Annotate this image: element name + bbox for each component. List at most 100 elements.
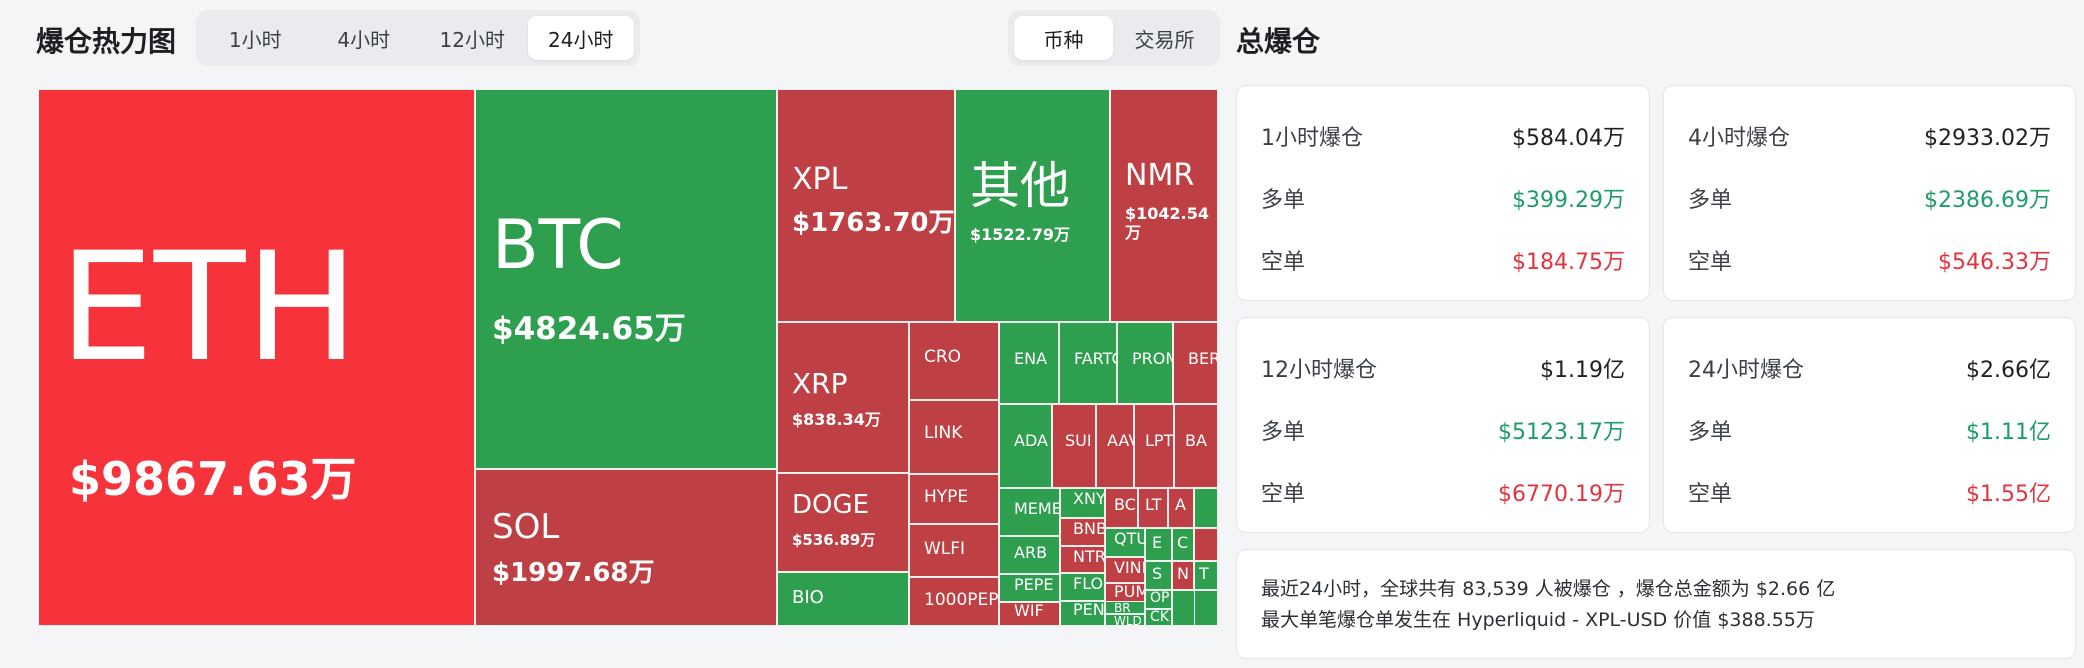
card-total: $584.04万 xyxy=(1512,126,1625,151)
treemap-tile-ck[interactable]: CK xyxy=(1145,609,1172,626)
tile-value: $1042.54万 xyxy=(1125,203,1210,242)
treemap-tile-n[interactable]: N xyxy=(1172,561,1194,590)
short-value: $546.33万 xyxy=(1938,250,2051,275)
treemap-tile-btc[interactable]: BTC $4824.65万 xyxy=(475,89,777,469)
treemap-tile-vine[interactable]: VINE xyxy=(1105,557,1145,583)
treemap-tile-ena[interactable]: ENA xyxy=(999,322,1059,404)
treemap-tile-link[interactable]: LINK xyxy=(909,400,999,474)
tile-symbol: FARTCOIN xyxy=(1074,349,1116,368)
treemap-tile-pengu[interactable]: PENGU xyxy=(1060,601,1105,626)
short-label: 空单 xyxy=(1688,482,1733,507)
card-total: $2933.02万 xyxy=(1924,126,2051,151)
tile-symbol: HYPE xyxy=(924,487,969,507)
treemap-tile-unlabeled-47[interactable] xyxy=(1194,488,1218,528)
long-value: $2386.69万 xyxy=(1924,188,2051,213)
tab-12h[interactable]: 12小时 xyxy=(439,27,505,52)
treemap-tile-unlabeled-50[interactable] xyxy=(1194,590,1218,626)
card-label: 12小时爆仓 xyxy=(1261,358,1377,383)
tile-symbol: SOL xyxy=(492,507,560,547)
treemap-tile-lt[interactable]: LT xyxy=(1138,488,1168,528)
tile-value: $1763.70万 xyxy=(792,207,955,238)
card-short-row: 空单 $184.75万 xyxy=(1261,244,1625,276)
long-label: 多单 xyxy=(1688,188,1733,213)
tile-symbol: QTUM xyxy=(1114,529,1144,548)
treemap-tile-bc[interactable]: BC xyxy=(1105,488,1138,528)
treemap-tile-eth[interactable]: ETH $9867.63万 xyxy=(38,89,475,626)
treemap-tile-op[interactable]: OP xyxy=(1145,590,1172,609)
treemap-tile-xrp[interactable]: XRP $838.34万 xyxy=(777,322,909,473)
treemap-tile-prompt[interactable]: PROMPT xyxy=(1117,322,1173,404)
summary-line-2: 最大单笔爆仓单发生在 Hyperliquid - XPL-USD 价值 $388… xyxy=(1261,609,1815,631)
tile-symbol: SUI xyxy=(1065,431,1092,450)
view-mode-tabs: 币种 交易所 xyxy=(1008,10,1220,66)
treemap-tile-hype[interactable]: HYPE xyxy=(909,474,999,524)
tile-symbol: NTRN xyxy=(1073,547,1105,566)
tile-symbol: BA xyxy=(1185,431,1207,450)
treemap-tile-unlabeled-48[interactable] xyxy=(1194,528,1218,561)
tab-24h[interactable]: 24小时 xyxy=(527,16,634,60)
treemap-tile-a[interactable]: A xyxy=(1168,488,1194,528)
treemap-tile-lpt[interactable]: LPT xyxy=(1134,404,1174,488)
treemap-tile-wld[interactable]: WLD xyxy=(1105,614,1145,626)
card-4h: 4小时爆仓 $2933.02万 多单 $2386.69万 空单 $546.33万 xyxy=(1663,85,2076,301)
tile-symbol: DOGE xyxy=(792,490,870,520)
treemap-tile-ntrn[interactable]: NTRN xyxy=(1060,546,1105,573)
treemap-tile-br[interactable]: BR xyxy=(1105,601,1145,614)
treemap-tile-aave[interactable]: AAVE xyxy=(1096,404,1134,488)
tile-symbol: A xyxy=(1175,495,1186,514)
treemap-tile-xny[interactable]: XNY xyxy=(1060,488,1105,518)
treemap-tile-sui[interactable]: SUI xyxy=(1052,404,1096,488)
tab-1h[interactable]: 1小时 xyxy=(228,27,282,52)
treemap-tile-arb[interactable]: ARB xyxy=(999,536,1060,574)
treemap-tile-nmr[interactable]: NMR $1042.54万 xyxy=(1110,89,1218,322)
treemap-tile-s[interactable]: S xyxy=(1145,561,1172,590)
tile-symbol: BC xyxy=(1114,495,1136,514)
card-long-row: 多单 $2386.69万 xyxy=(1688,182,2051,214)
tile-symbol: FLOKI xyxy=(1073,574,1104,593)
long-label: 多单 xyxy=(1261,420,1306,445)
treemap-tile-qtum[interactable]: QTUM xyxy=(1105,528,1145,557)
treemap-tile-cro[interactable]: CRO xyxy=(909,322,999,400)
treemap-tile-t[interactable]: T xyxy=(1194,561,1218,590)
tile-symbol: LT xyxy=(1145,495,1162,514)
tab-4h[interactable]: 4小时 xyxy=(337,27,391,52)
card-total-row: 12小时爆仓 $1.19亿 xyxy=(1261,352,1625,384)
treemap-tile-bera[interactable]: BERA xyxy=(1173,322,1218,404)
card-total-row: 24小时爆仓 $2.66亿 xyxy=(1688,352,2051,384)
tile-value: $536.89万 xyxy=(792,531,876,550)
treemap-tile-pepe[interactable]: PEPE xyxy=(999,574,1060,602)
tile-symbol: LPT xyxy=(1145,431,1174,450)
time-range-tabs: 1小时 4小时 12小时 24小时 xyxy=(196,10,640,66)
treemap-tile-c[interactable]: C xyxy=(1172,528,1194,561)
treemap-tile-ba[interactable]: BA xyxy=(1174,404,1218,488)
tile-symbol: AAVE xyxy=(1107,431,1133,450)
tile-symbol: ENA xyxy=(1014,349,1048,368)
treemap-tile-xpl[interactable]: XPL $1763.70万 xyxy=(777,89,955,322)
treemap-tile-bnb[interactable]: BNB xyxy=(1060,518,1105,546)
tab-by-exchange[interactable]: 交易所 xyxy=(1134,27,1195,52)
card-total: $2.66亿 xyxy=(1966,358,2051,383)
treemap-tile-doge[interactable]: DOGE $536.89万 xyxy=(777,473,909,572)
treemap-tile-其他[interactable]: 其他 $1522.79万 xyxy=(955,89,1110,322)
treemap-tile-wif[interactable]: WIF xyxy=(999,602,1060,626)
treemap-tile-bio[interactable]: BIO xyxy=(777,572,909,626)
long-label: 多单 xyxy=(1261,188,1306,213)
totals-title: 总爆仓 xyxy=(1236,25,1321,58)
tile-symbol: LINK xyxy=(924,423,963,443)
treemap-tile-ada[interactable]: ADA xyxy=(999,404,1052,488)
short-value: $184.75万 xyxy=(1512,250,1625,275)
treemap-tile-wlfi[interactable]: WLFI xyxy=(909,524,999,577)
tile-symbol: MEME xyxy=(1014,499,1060,518)
tab-by-coin[interactable]: 币种 xyxy=(1014,16,1113,60)
treemap-tile-meme[interactable]: MEME xyxy=(999,488,1060,536)
treemap-tile-fartcoin[interactable]: FARTCOIN xyxy=(1059,322,1117,404)
tile-value: $838.34万 xyxy=(792,410,881,430)
liquidation-treemap: ETH $9867.63万 BTC $4824.65万 SOL $1997.68万 XPL $… xyxy=(38,89,1218,626)
treemap-tile-sol[interactable]: SOL $1997.68万 xyxy=(475,469,777,626)
treemap-tile-floki[interactable]: FLOKI xyxy=(1060,573,1105,601)
tile-symbol: WLFI xyxy=(924,539,966,559)
treemap-tile-e[interactable]: E xyxy=(1145,528,1172,561)
card-short-row: 空单 $546.33万 xyxy=(1688,244,2051,276)
